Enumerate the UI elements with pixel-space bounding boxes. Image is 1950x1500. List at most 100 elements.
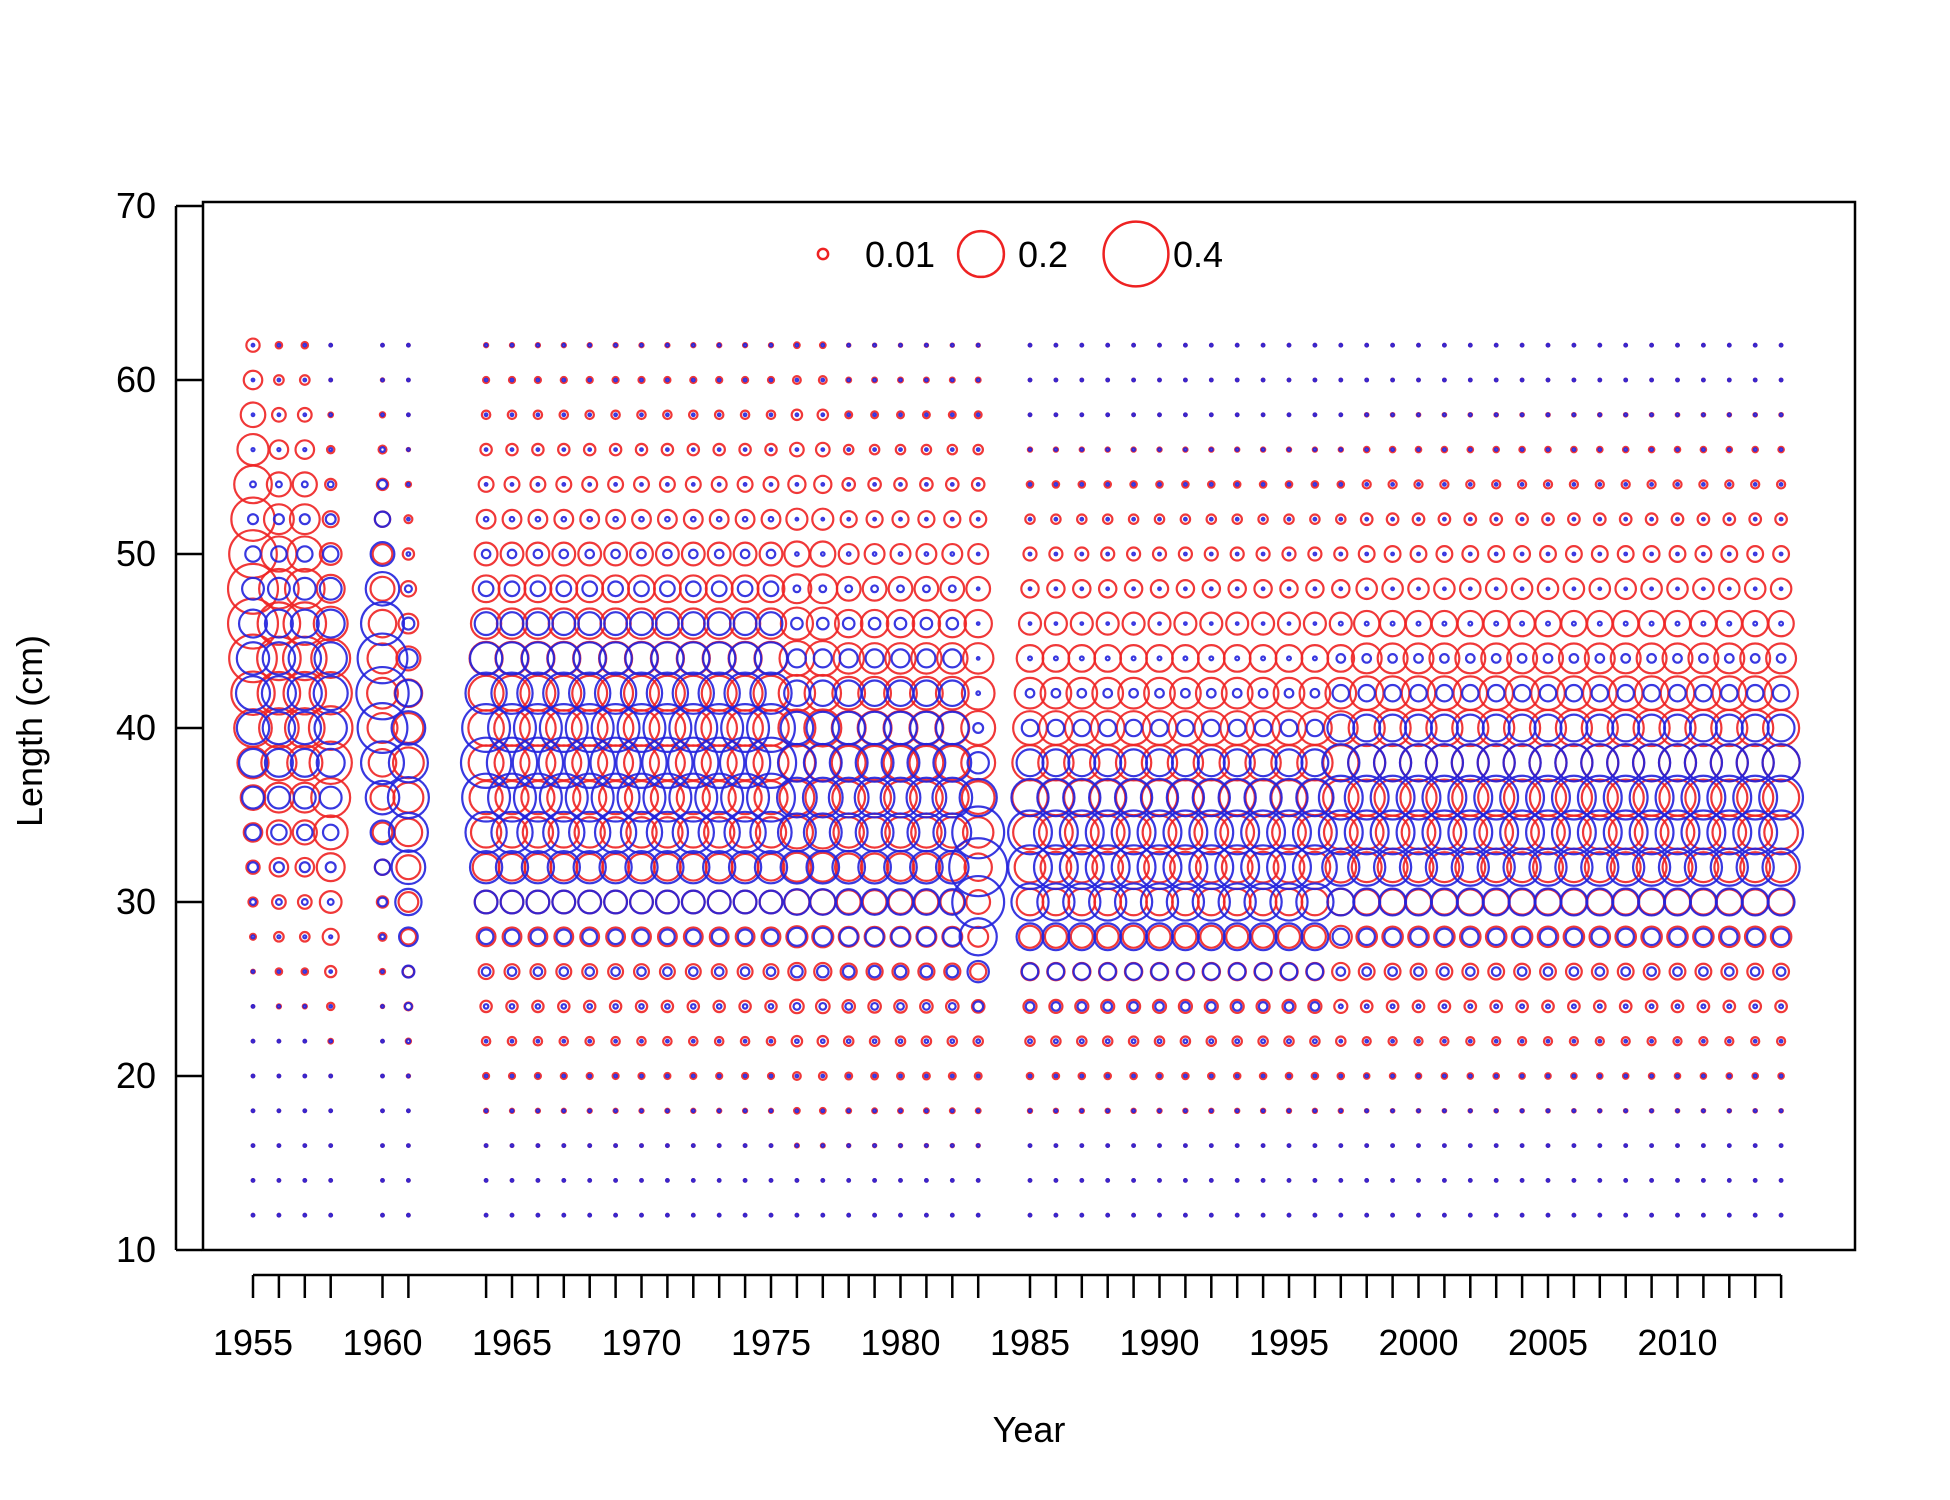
bubble-point [1284, 1071, 1294, 1081]
bubble-point [794, 1073, 800, 1079]
bubble-point [1710, 778, 1749, 817]
bubble-point [378, 411, 387, 419]
bubble-point [1015, 922, 1045, 952]
bubble-point [256, 670, 302, 716]
bubble-point [1232, 480, 1242, 489]
bubble-point [690, 1073, 696, 1079]
bubble-point [1321, 847, 1361, 887]
bubble-point [1467, 1143, 1473, 1148]
bubble-point [542, 671, 586, 715]
bubble-point [1765, 851, 1798, 884]
bubble-point [718, 736, 772, 790]
bubble-point [820, 1073, 826, 1079]
bubble-point [1074, 998, 1090, 1015]
bubble-point [1778, 412, 1784, 418]
bubble-point [546, 641, 581, 676]
bubble-point [1010, 882, 1050, 922]
bubble-point [1125, 998, 1142, 1015]
bubble-point [1435, 683, 1454, 703]
bubble-point [1043, 924, 1068, 949]
bubble-point [1234, 412, 1240, 418]
bubble-point [706, 889, 732, 915]
bubble-point [508, 515, 516, 523]
bubble-point [846, 1212, 852, 1218]
bubble-point [1752, 1212, 1758, 1218]
bubble-point [1378, 887, 1408, 917]
bubble-point [1415, 620, 1422, 627]
bubble-point [321, 545, 340, 563]
bubble-point [690, 342, 696, 348]
bubble-point [1752, 447, 1758, 453]
bubble-point [1343, 774, 1390, 821]
bubble-point [975, 621, 981, 626]
bubble-point [889, 542, 912, 566]
bubble-point [509, 1038, 515, 1044]
bubble-point [1597, 1177, 1603, 1183]
bubble-point [300, 967, 310, 976]
bubble-point [1322, 814, 1359, 851]
bubble-point [1364, 1108, 1370, 1114]
bubble-point [1072, 579, 1092, 599]
bubble-point [1778, 342, 1784, 348]
bubble-point [1222, 922, 1252, 952]
bubble-point [949, 377, 955, 383]
bubble-point [499, 541, 525, 567]
bubble-point [690, 1212, 696, 1218]
bubble-point [827, 776, 870, 819]
bubble-point [720, 772, 771, 823]
bubble-point [1725, 1072, 1734, 1080]
bubble-point [572, 850, 607, 885]
bubble-point [564, 772, 615, 823]
bubble-point [1041, 644, 1071, 673]
bubble-point [590, 772, 641, 823]
bubble-point [364, 779, 401, 816]
bubble-point [765, 548, 777, 560]
bubble-point [1654, 809, 1701, 856]
bubble-point [1036, 882, 1076, 922]
bubble-point [1181, 1071, 1190, 1081]
bubble-point [1502, 847, 1542, 887]
bubble-point [394, 678, 423, 708]
bubble-point [507, 375, 517, 385]
bubble-point [1079, 516, 1085, 522]
bubble-point [483, 1073, 489, 1079]
bubble-point [872, 1177, 877, 1183]
bubble-point [828, 812, 869, 853]
bubble-point [256, 601, 302, 646]
bubble-point [813, 474, 833, 495]
bubble-point [1281, 546, 1297, 562]
bubble-point [739, 1035, 751, 1047]
bubble-point [1136, 809, 1183, 856]
bubble-point [1458, 925, 1482, 949]
bubble-point [1053, 551, 1059, 557]
bubble-point [973, 410, 983, 420]
bubble-point [1581, 814, 1618, 851]
bubble-point [742, 447, 748, 453]
bubble-point [371, 543, 394, 565]
bubble-point [768, 377, 774, 383]
bubble-point [380, 1038, 385, 1044]
bubble-point [1010, 777, 1050, 818]
bubble-point [768, 447, 774, 453]
bubble-point [1726, 1003, 1733, 1010]
bubble-point [1662, 887, 1693, 917]
bubble-point [603, 611, 629, 637]
x-tick-label: 2010 [1637, 1322, 1717, 1363]
legend-bubble [956, 229, 1006, 279]
bubble-point [805, 606, 840, 641]
bubble-point [1027, 482, 1033, 487]
bubble-point [1541, 512, 1555, 527]
bubble-point [302, 1212, 308, 1218]
bubble-point [613, 1038, 618, 1044]
bubble-point [1182, 377, 1188, 383]
bubble-point [1139, 777, 1180, 818]
bubble-point [1025, 480, 1035, 489]
bubble-point [975, 1108, 981, 1114]
bubble-point [967, 542, 990, 566]
bubble-point [680, 889, 706, 915]
bubble-point [535, 1038, 541, 1044]
bubble-point [1439, 966, 1450, 977]
bubble-point [1659, 675, 1696, 712]
bubble-point [373, 510, 392, 528]
bubble-point [261, 710, 297, 746]
